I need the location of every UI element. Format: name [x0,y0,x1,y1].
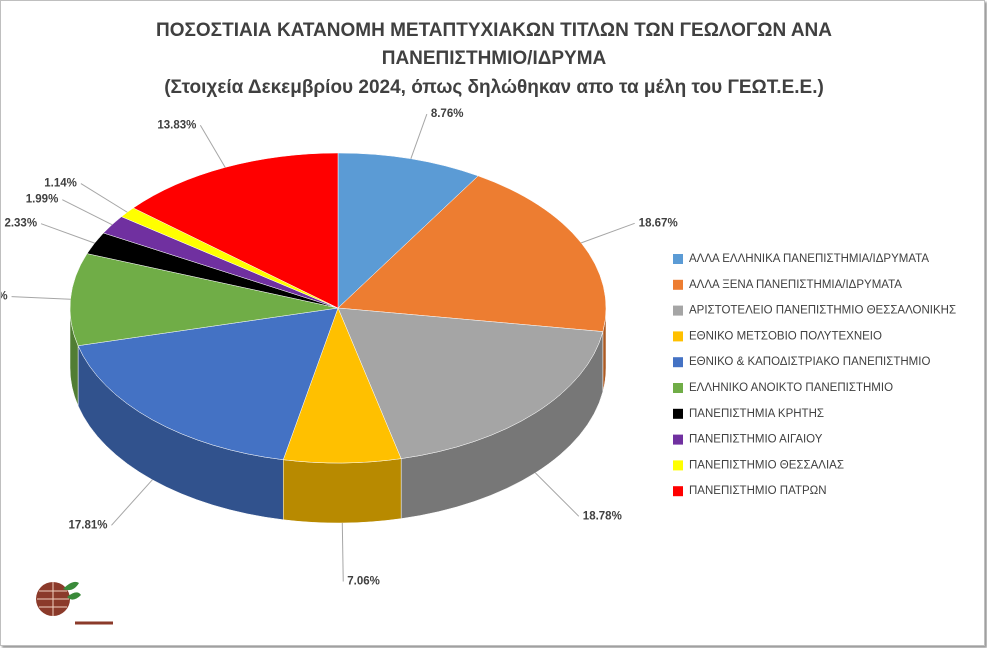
logo-lines [37,582,69,616]
legend-label: ΕΛΛΗΝΙΚΟ ΑΝΟΙΚΤΟ ΠΑΝΕΠΙΣΤΗΜΙΟ [689,382,893,394]
legend-label: ΑΡΙΣΤΟΤΕΛΕΙΟ ΠΑΝΕΠΙΣΤΗΜΙΟ ΘΕΣΣΑΛΟΝΙΚΗΣ [689,305,956,317]
slice [282,307,402,524]
data-label: 8.76% [431,108,464,120]
legend-swatch [673,434,683,445]
legend-swatch [673,383,683,393]
legend-label: ΕΘΝΙΚΟ & ΚΑΠΟΔΙΣΤΡΙΑΚΟ ΠΑΝΕΠΙΣΤΗΜΙΟ [689,356,930,368]
data-label: 1.99% [26,194,59,206]
slice [337,152,479,309]
slice-top [77,307,339,461]
slice [69,253,339,406]
leader-line [341,522,344,582]
slice-side [282,458,402,524]
legend-label: ΠΑΝΕΠΙΣΤΗΜΙΟ ΠΑΤΡΩΝ [689,485,827,497]
leader-line [62,199,113,226]
legend-label: ΠΑΝΕΠΙΣΤΗΜΙΑ ΚΡΗΤΗΣ [689,408,824,420]
data-label: 2.33% [4,218,37,230]
data-label: 9.62% [1,291,8,303]
legend-swatch [673,408,683,419]
slice-top [282,307,402,464]
legend-swatch [673,279,683,290]
leader-line [11,296,71,300]
legend-swatch [673,357,683,368]
legend-label: ΑΛΛΑ ΕΛΛΗΝΙΚΑ ΠΑΝΕΠΙΣΤΗΜΙΑ/ΙΔΡΥΜΑΤΑ [689,253,929,265]
data-label: 1.14% [44,178,77,190]
slice-top [337,152,479,309]
legend-swatch [673,460,683,471]
leader-line [535,472,580,517]
chart-subtitle: (Στοιχεία Δεκεμβρίου 2024, όπως δηλώθηκα… [164,77,824,98]
legend-label: ΕΘΝΙΚΟ ΜΕΤΣΟΒΙΟ ΠΟΛΥΤΕΧΝΕΙΟ [689,330,882,342]
legend-swatch [673,254,683,264]
legend-label: ΠΑΝΕΠΙΣΤΗΜΙΟ ΘΕΣΣΑΛΙΑΣ [689,459,844,471]
legend-label: ΠΑΝΕΠΙΣΤΗΜΙΟ ΑΙΓΑΙΟΥ [689,434,823,446]
leader-line [80,183,128,213]
legend-label: ΑΛΛΑ ΞΕΝΑ ΠΑΝΕΠΙΣΤΗΜΙΑ/ΙΔΡΥΜΑΤΑ [689,279,902,291]
chart-title: ΠΟΣΟΣΤΙΑΙΑ ΚΑΤΑΝΟΜΗ ΜΕΤΑΠΤΥΧΙΑΚΩΝ ΤΙΤΛΩΝ… [156,20,832,69]
leader-line [581,222,635,244]
leader-line [40,223,95,244]
logo-leaf [63,581,81,600]
data-label: 18.67% [639,217,678,229]
legend-swatch [673,331,683,342]
data-label: 13.83% [157,119,196,131]
data-label: 7.06% [347,576,380,588]
data-label: 17.81% [68,519,107,531]
leader-line [111,479,153,526]
data-label: 18.78% [583,510,622,522]
slice-top [337,307,604,459]
logo [36,581,113,625]
legend-swatch [673,486,683,497]
leader-line [199,124,226,168]
legend-swatch [673,305,683,316]
leader-line [410,113,428,160]
